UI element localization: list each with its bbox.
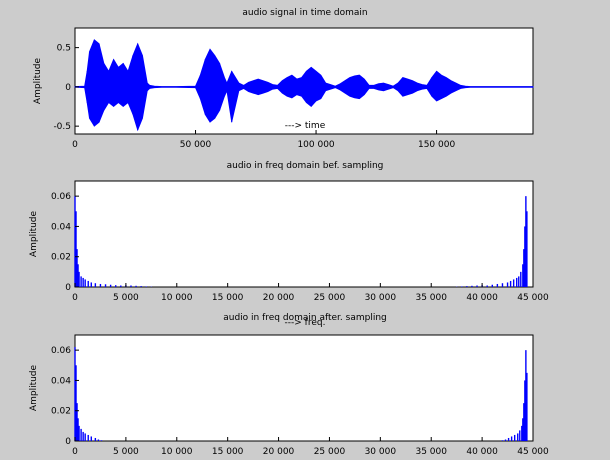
x-tick-label: 40 000: [466, 293, 498, 303]
x-tick-label: 45 000: [517, 447, 549, 457]
x-tick-label: 40 000: [466, 447, 498, 457]
x-axis-ticks: 0 5 000 10 000 15 000 20 000 25 000 30 000 35 0…: [72, 437, 549, 457]
y-axis-label: Amplitude: [33, 57, 43, 104]
x-tick-label: 10 000: [161, 447, 193, 457]
x-tick-label: 50 000: [180, 140, 212, 150]
x-tick-label: 20 000: [263, 447, 295, 457]
signal-envelope: [74, 39, 534, 132]
y-tick-label: 0.04: [51, 376, 71, 386]
y-axis-ticks: -0.5 0 0.5: [53, 44, 79, 132]
x-tick-label: 30 000: [365, 293, 397, 303]
x-tick-label: 0: [72, 447, 78, 457]
data-marks: [74, 39, 534, 132]
x-tick-label: 20 000: [263, 293, 295, 303]
x-axis-ticks: 0 5 000 10 000 15 000 20 000 25 000 30 000 35 0…: [72, 283, 549, 303]
x-tick-label: 35 000: [415, 447, 447, 457]
x-tick-label: 30 000: [365, 447, 397, 457]
y-axis-ticks: 0 0.02 0.04 0.06: [51, 192, 79, 293]
plot-area: [74, 334, 534, 442]
x-tick-label: 45 000: [517, 293, 549, 303]
x-tick-label: 0: [72, 293, 78, 303]
x-tick-label: 15 000: [212, 447, 244, 457]
y-axis-ticks: 0 0.02 0.04 0.06: [51, 346, 79, 447]
x-tick-label: 25 000: [314, 293, 346, 303]
chart-title: audio in freq domain after. sampling: [223, 313, 387, 323]
time-domain-panel: audio signal in time domain 0 50 000 100 0…: [33, 8, 534, 150]
y-axis-label: Amplitude: [29, 364, 39, 411]
x-tick-label: 150 000: [418, 140, 455, 150]
y-tick-label: 0.02: [51, 253, 71, 263]
x-axis-ticks: 0 50 000 100 000 150 000: [72, 130, 455, 150]
x-tick-label: 0: [72, 140, 78, 150]
freq-after-sampling-panel: audio in freq domain after. sampling 0 5 …: [29, 313, 549, 457]
x-tick-label: 35 000: [415, 293, 447, 303]
x-tick-label: 25 000: [314, 447, 346, 457]
y-tick-label: -0.5: [53, 122, 71, 132]
chart-title: audio signal in time domain: [242, 8, 367, 18]
y-axis-label: Amplitude: [29, 210, 39, 257]
y-tick-label: 0.04: [51, 222, 71, 232]
y-tick-label: 0.06: [51, 346, 71, 356]
x-tick-label: 15 000: [212, 293, 244, 303]
plot-area: [74, 180, 534, 288]
y-tick-label: 0.06: [51, 192, 71, 202]
x-axis-label: ---> freq.: [285, 318, 326, 328]
data-marks: [74, 196, 528, 287]
x-axis-label: ---> time: [285, 121, 326, 131]
y-tick-label: 0.02: [51, 407, 71, 417]
y-tick-label: 0: [65, 283, 71, 293]
x-tick-label: 10 000: [161, 293, 193, 303]
x-tick-label: 5 000: [113, 447, 139, 457]
freq-before-sampling-panel: audio in freq domain bef. sampling 0 5 00…: [29, 161, 549, 328]
y-tick-label: 0: [65, 437, 71, 447]
y-tick-label: 0: [65, 83, 71, 93]
x-tick-label: 100 000: [297, 140, 334, 150]
x-tick-label: 5 000: [113, 293, 139, 303]
data-marks: [74, 347, 528, 441]
chart-title: audio in freq domain bef. sampling: [227, 161, 384, 171]
y-tick-label: 0.5: [57, 44, 71, 54]
